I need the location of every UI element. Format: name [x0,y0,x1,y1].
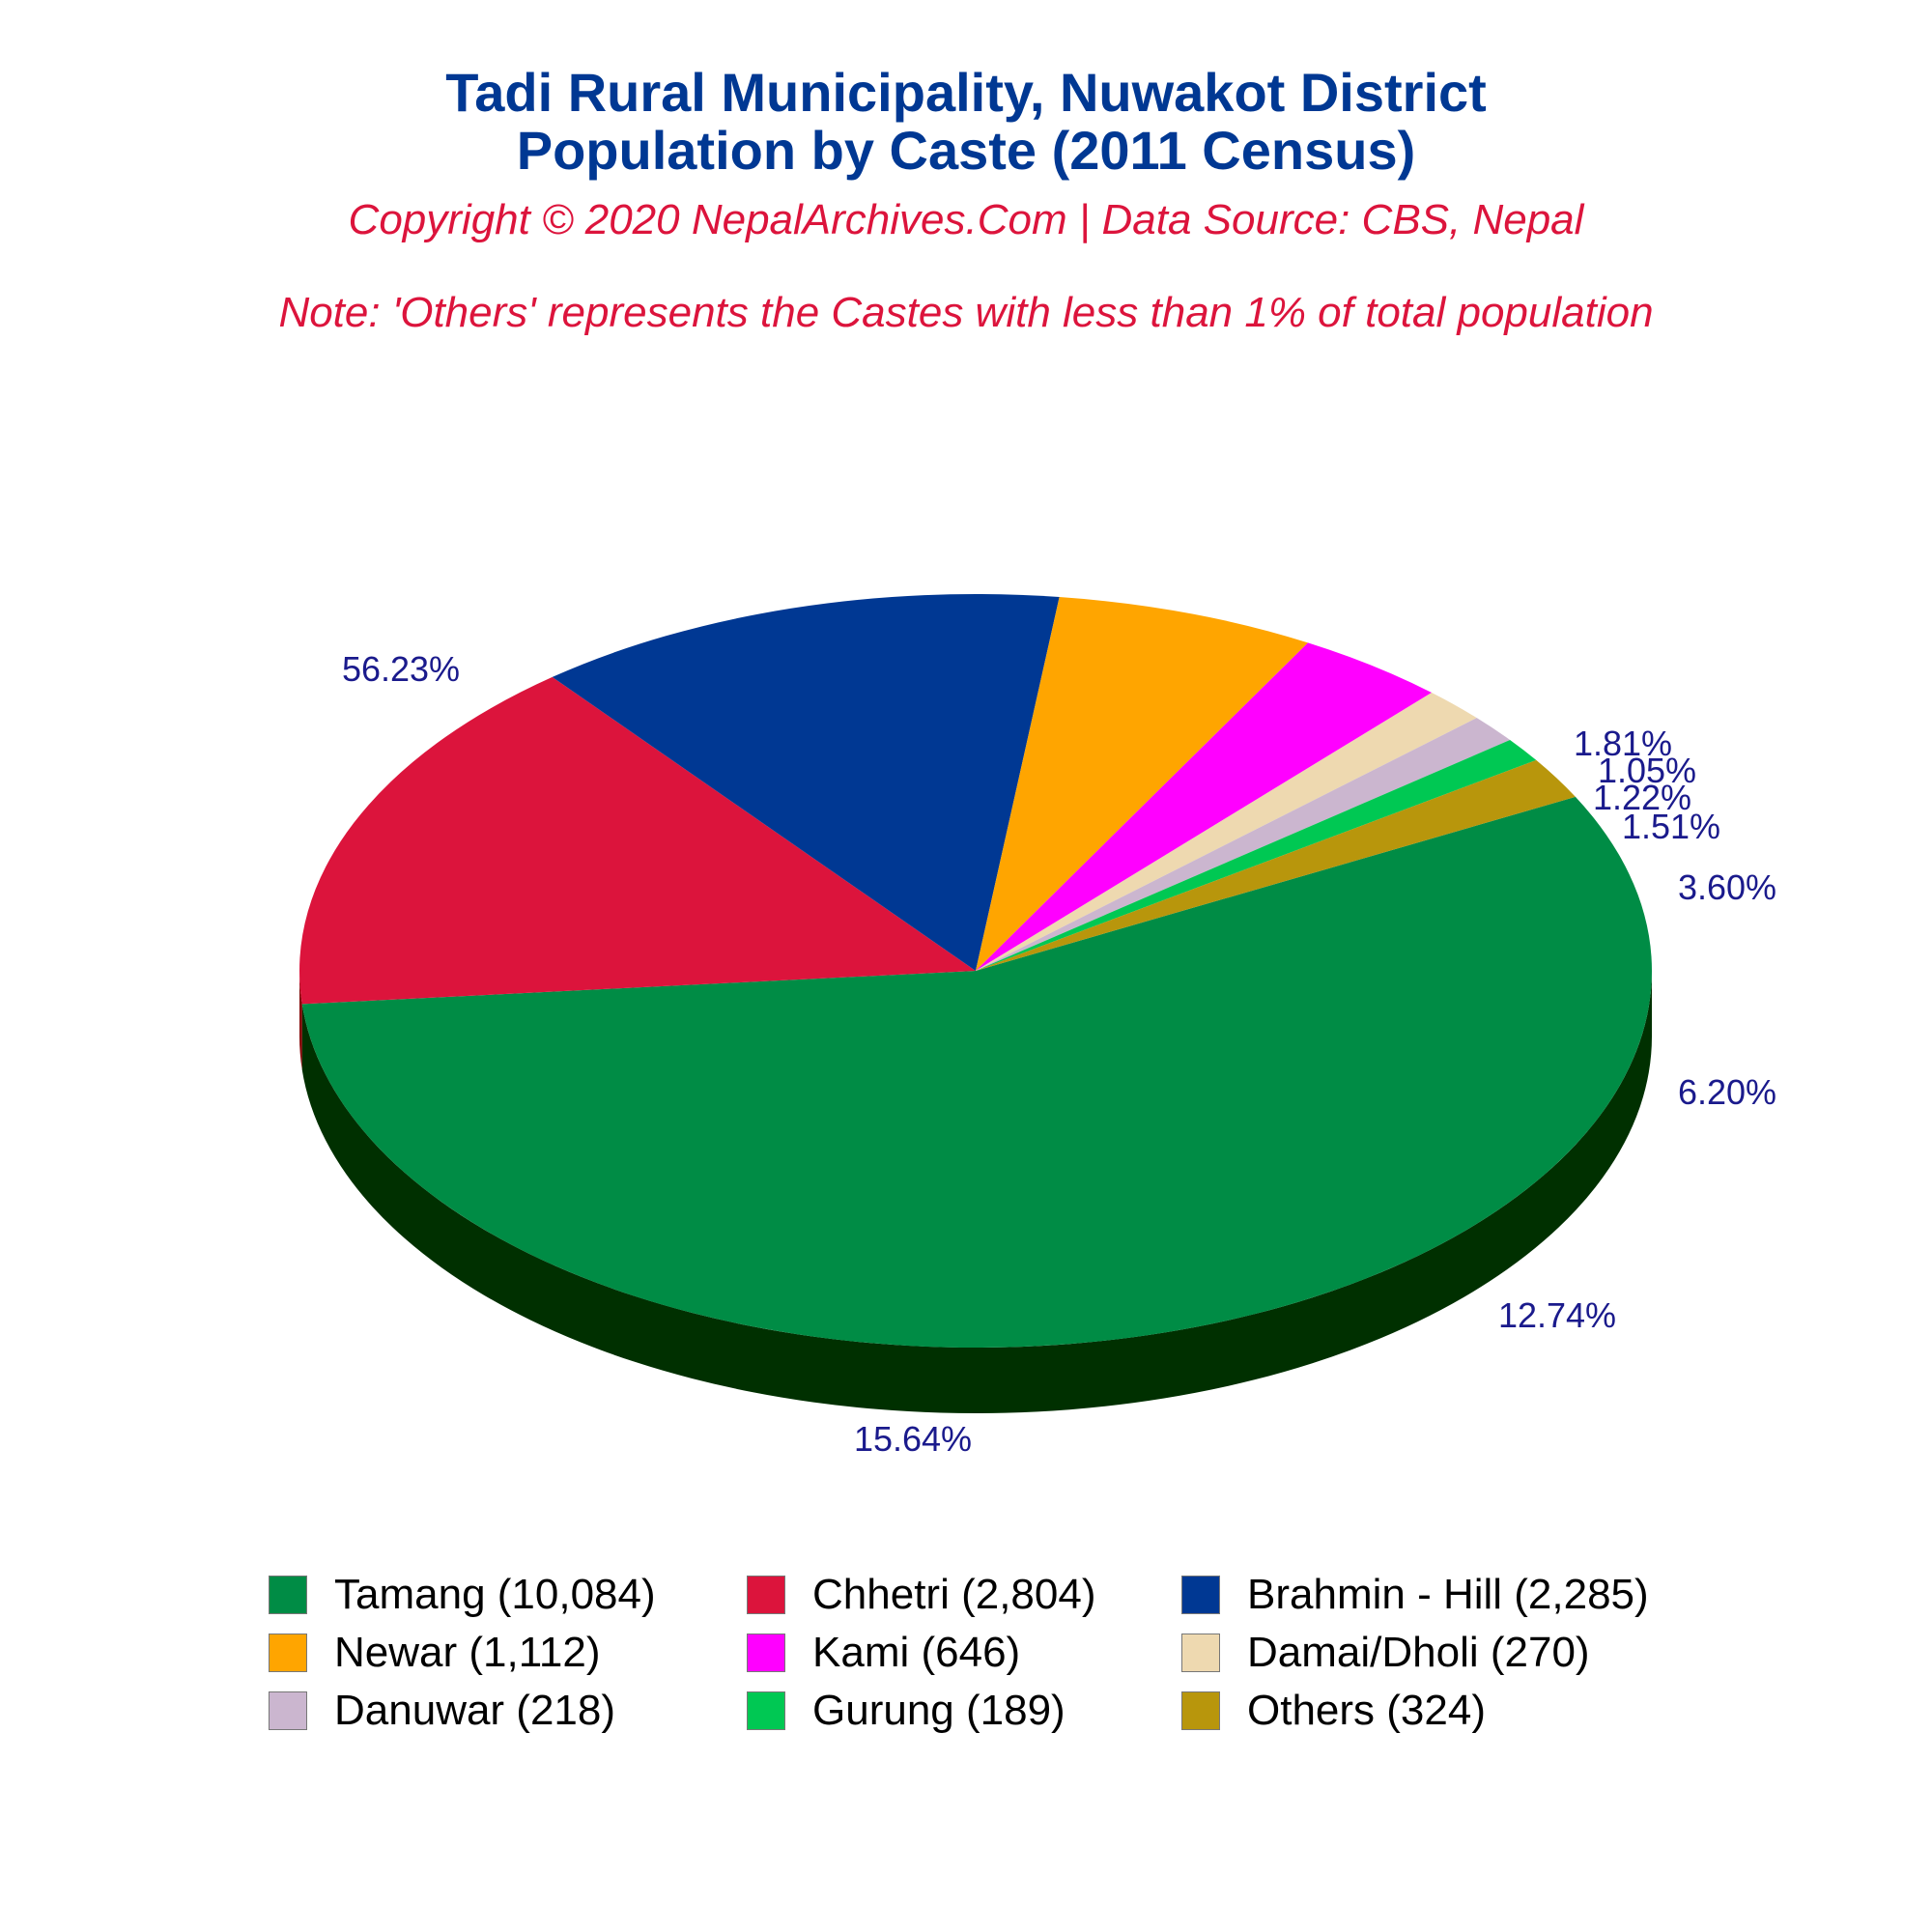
legend-swatch [747,1576,785,1614]
legend-label: Danuwar (218) [334,1687,616,1734]
legend-label: Kami (646) [812,1629,1021,1676]
legend-swatch [269,1634,307,1672]
legend-swatch [269,1576,307,1614]
pie-sides [299,971,1653,1413]
legend-item: Danuwar (218) [269,1686,615,1736]
legend-item: Chhetri (2,804) [747,1570,1095,1620]
chart-title: Tadi Rural Municipality, Nuwakot Distric… [445,62,1487,123]
pie-slice-7 [976,739,1537,971]
percent-label: 3.60% [1678,867,1776,907]
percent-label: 12.74% [1498,1295,1616,1335]
pie-slice-2 [552,593,1060,971]
legend-label: Chhetri (2,804) [812,1571,1096,1618]
percent-label: 1.81% [1574,724,1672,763]
percent-label: 56.23% [342,649,460,689]
copyright-text: Copyright © 2020 NepalArchives.Com | Dat… [348,196,1584,243]
pie-side-1 [299,971,302,1070]
legend-label: Damai/Dholi (270) [1247,1629,1590,1676]
legend-swatch [1181,1576,1220,1614]
percent-label: 1.51% [1622,807,1720,846]
legend-swatch [1181,1691,1220,1730]
legend-item: Gurung (189) [747,1686,1065,1736]
percent-label: 1.22% [1593,778,1691,817]
note-text: Note: 'Others' represents the Castes wit… [278,289,1654,336]
legend-label: Newar (1,112) [334,1629,601,1676]
percent-label: 15.64% [854,1419,972,1459]
legend-item: Newar (1,112) [269,1628,601,1678]
legend-label: Others (324) [1247,1687,1486,1734]
pie-slice-8 [976,759,1576,971]
legend-label: Tamang (10,084) [334,1571,656,1618]
pie-slice-3 [976,596,1309,971]
pie-slice-5 [976,693,1477,971]
pie-slice-1 [298,676,976,1005]
legend-swatch [747,1691,785,1730]
legend-item: Damai/Dholi (270) [1181,1628,1590,1678]
pie-slice-0 [301,796,1652,1348]
legend-item: Kami (646) [747,1628,1020,1678]
percent-label: 1.05% [1598,751,1696,790]
legend-item: Others (324) [1181,1686,1486,1736]
legend-label: Gurung (189) [812,1687,1065,1734]
pie-slice-4 [976,642,1433,971]
legend-swatch [269,1691,307,1730]
legend-item: Tamang (10,084) [269,1570,656,1620]
pie-slices [298,593,1652,1348]
pie-side-0 [301,971,1653,1413]
legend-item: Brahmin - Hill (2,285) [1181,1570,1649,1620]
chart-subtitle: Population by Caste (2011 Census) [516,120,1416,181]
pie-percent-labels: 56.23%15.64%12.74%6.20%3.60%1.51%1.22%1.… [342,649,1776,1459]
legend-swatch [1181,1634,1220,1672]
pie-slice-6 [976,718,1511,971]
percent-label: 6.20% [1678,1072,1776,1112]
legend-label: Brahmin - Hill (2,285) [1247,1571,1649,1618]
legend-swatch [747,1634,785,1672]
